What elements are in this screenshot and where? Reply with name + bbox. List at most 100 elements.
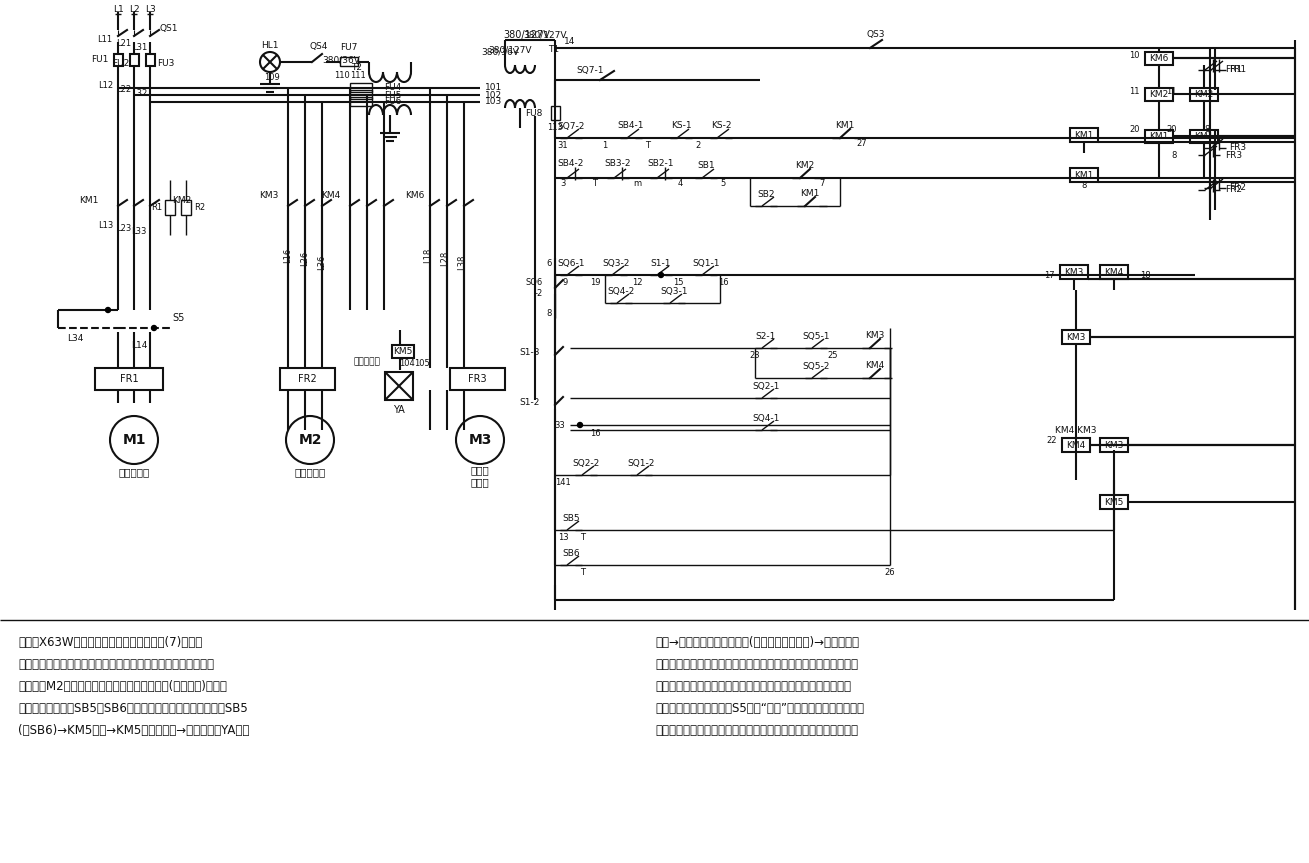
Bar — [96, 368, 164, 390]
Text: M2: M2 — [298, 433, 322, 447]
Text: KM1: KM1 — [835, 121, 855, 129]
Text: M1: M1 — [122, 433, 145, 447]
Text: L26: L26 — [301, 250, 309, 266]
Text: 6: 6 — [547, 259, 552, 268]
Text: QS1: QS1 — [160, 23, 178, 33]
Text: SQ2-1: SQ2-1 — [753, 381, 780, 390]
Text: SB2: SB2 — [757, 190, 775, 198]
Text: KM3: KM3 — [865, 331, 885, 339]
Text: KM1: KM1 — [79, 196, 98, 205]
Text: L33: L33 — [132, 226, 147, 236]
Text: 104: 104 — [399, 358, 415, 368]
Text: FU6: FU6 — [384, 98, 402, 106]
Text: 原方向继续进给。若要求快速移动在主轴电动机不转的情况下进: 原方向继续进给。若要求快速移动在主轴电动机不转的情况下进 — [654, 680, 851, 693]
Text: SQ7-2: SQ7-2 — [558, 122, 585, 130]
Text: 获电→通过机械机构接传动链(减少中间传动装置)→工作台按原: 获电→通过机械机构接传动链(减少中间传动装置)→工作台按原 — [654, 636, 859, 649]
Text: 进给电动机: 进给电动机 — [295, 467, 326, 477]
Text: FR2: FR2 — [298, 374, 317, 384]
Text: SQ2-2: SQ2-2 — [572, 458, 600, 468]
Text: S5: S5 — [171, 313, 185, 323]
Text: 8: 8 — [1081, 181, 1086, 191]
Text: L21: L21 — [117, 39, 131, 47]
Text: KS-1: KS-1 — [670, 122, 691, 130]
Text: 粗线表示快速行程回路。工作台六个方向的快速移动，也是由进: 粗线表示快速行程回路。工作台六个方向的快速移动，也是由进 — [18, 658, 213, 671]
Bar — [1145, 88, 1173, 101]
Bar — [1145, 130, 1173, 143]
Bar — [165, 200, 175, 215]
Text: T: T — [593, 180, 597, 188]
Text: 电动机: 电动机 — [471, 477, 490, 487]
Text: FR3: FR3 — [469, 374, 487, 384]
Text: KM3: KM3 — [1064, 268, 1084, 276]
Text: FR2: FR2 — [1225, 186, 1242, 194]
Text: KM2: KM2 — [1149, 90, 1169, 99]
Text: QS4: QS4 — [310, 41, 329, 51]
Bar — [1190, 88, 1217, 101]
Text: T1: T1 — [548, 46, 559, 54]
Text: 9: 9 — [563, 278, 568, 287]
Text: T2: T2 — [351, 64, 363, 72]
Text: SB3-2: SB3-2 — [605, 160, 631, 168]
Bar — [1069, 168, 1098, 182]
Text: 109: 109 — [264, 73, 280, 83]
Text: SQ4-1: SQ4-1 — [753, 413, 780, 423]
Circle shape — [152, 325, 157, 331]
Text: 4: 4 — [677, 180, 682, 188]
Text: FR3: FR3 — [1229, 143, 1246, 153]
Bar — [181, 200, 191, 215]
Bar — [1145, 52, 1173, 65]
Text: 101: 101 — [486, 84, 503, 92]
Text: 7: 7 — [819, 180, 825, 188]
Text: L38: L38 — [458, 255, 466, 270]
Text: L34: L34 — [67, 333, 84, 343]
Text: L28: L28 — [441, 250, 449, 266]
Text: 给电动机M2拖动，它是当工作台进行工作进给(慢速移动)时，再: 给电动机M2拖动，它是当工作台进行工作进给(慢速移动)时，再 — [18, 680, 226, 693]
Text: L31: L31 — [132, 42, 147, 52]
Text: L32: L32 — [132, 90, 147, 98]
Text: KM5: KM5 — [393, 347, 412, 356]
Text: 31: 31 — [558, 141, 568, 149]
Text: S2-1: S2-1 — [755, 331, 776, 341]
Text: 1: 1 — [602, 141, 607, 149]
Text: 15: 15 — [673, 278, 683, 287]
Bar — [350, 83, 372, 92]
Text: KM1: KM1 — [1075, 171, 1094, 180]
Circle shape — [658, 273, 664, 278]
Text: KM1: KM1 — [1075, 130, 1094, 140]
Text: L14: L14 — [131, 341, 147, 350]
Text: L36: L36 — [318, 255, 326, 270]
Text: KM4: KM4 — [865, 361, 885, 369]
Text: R1: R1 — [151, 203, 162, 211]
Bar — [350, 90, 372, 99]
Text: KM6: KM6 — [406, 191, 425, 199]
Text: 12: 12 — [632, 278, 643, 287]
Text: SQ6
-2: SQ6 -2 — [526, 278, 543, 298]
Text: 10: 10 — [1130, 51, 1140, 60]
Text: 20: 20 — [1130, 125, 1140, 135]
Text: S1-1: S1-1 — [651, 259, 672, 268]
Text: 按下快速移动按鈕SB5或SB6，即能实现快速移动。按下按鈕SB5: 按下快速移动按鈕SB5或SB6，即能实现快速移动。按下按鈕SB5 — [18, 702, 247, 715]
Text: M3: M3 — [469, 433, 492, 447]
Text: KM3: KM3 — [259, 191, 278, 199]
Bar — [1069, 128, 1098, 142]
Text: KM3: KM3 — [1067, 332, 1085, 342]
Text: SQ1-1: SQ1-1 — [692, 259, 720, 268]
Text: L13: L13 — [98, 221, 113, 230]
Text: 18: 18 — [1140, 270, 1151, 280]
Text: KM1: KM1 — [800, 188, 819, 198]
Text: L2: L2 — [128, 4, 139, 14]
Bar — [450, 368, 505, 390]
Text: SQ5-2: SQ5-2 — [802, 362, 830, 370]
Text: 22: 22 — [1046, 436, 1056, 444]
Text: 冷却泵: 冷却泵 — [471, 465, 490, 475]
Text: 25: 25 — [827, 350, 838, 360]
Text: KM2: KM2 — [171, 196, 191, 205]
Text: KM4 KM3: KM4 KM3 — [1055, 425, 1097, 434]
Text: 380/127V: 380/127V — [488, 46, 531, 54]
Text: SB6: SB6 — [562, 549, 580, 557]
Text: L12: L12 — [98, 80, 113, 90]
Text: 16: 16 — [589, 429, 601, 438]
Bar — [1062, 438, 1090, 452]
Bar — [391, 345, 414, 358]
Bar — [340, 58, 357, 66]
